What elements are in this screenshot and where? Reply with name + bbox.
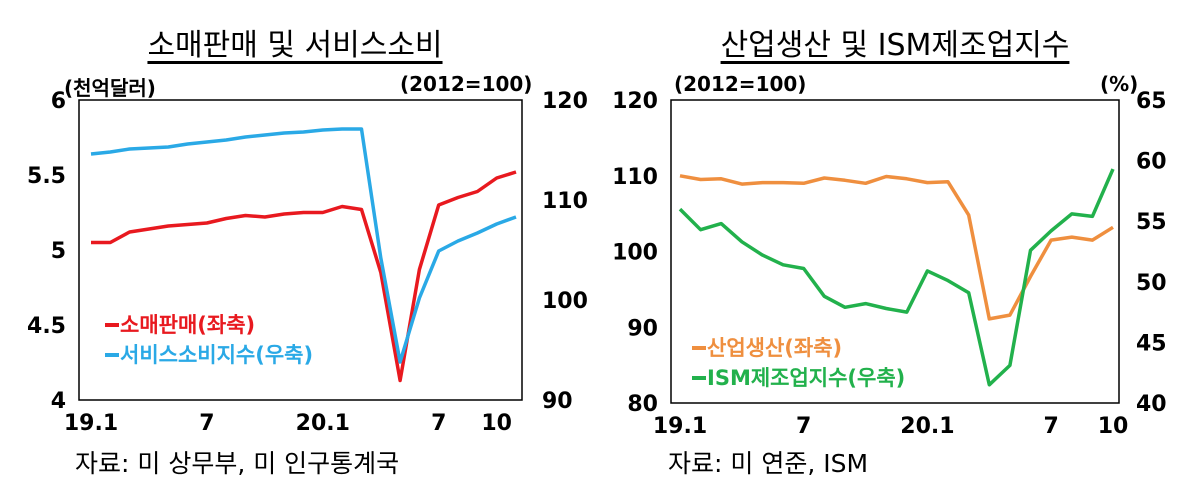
y-right-tick-label: 40	[1136, 392, 1167, 417]
y-left-tick-label: 120	[612, 89, 658, 114]
x-tick-label: 10	[481, 411, 512, 436]
plot-area	[670, 99, 1120, 404]
y-left-tick-label: 4	[51, 389, 66, 414]
x-tick-label: 10	[1098, 414, 1129, 439]
right-axis-unit: (2012=100)	[400, 72, 533, 96]
y-left-tick-label: 6	[51, 89, 66, 114]
series-line-0	[91, 170, 517, 383]
chart-title: 소매판매 및 서비스소비	[147, 28, 443, 63]
y-right-tick-label: 100	[542, 289, 588, 314]
right-axis-unit: (%)	[1100, 72, 1139, 96]
chart-title: 산업생산 및 ISM제조업지수	[720, 28, 1070, 63]
y-right-tick-label: 55	[1136, 210, 1167, 235]
series-line-1	[90, 127, 517, 364]
y-left-tick-label: 5.5	[27, 164, 66, 189]
x-tick-label: 7	[796, 414, 811, 439]
y-right-tick-label: 50	[1136, 271, 1167, 296]
left-axis-unit: (천억달러)	[64, 76, 156, 100]
legend-label: 산업생산(좌축)	[707, 336, 842, 360]
industrial-ism-chart: 120 110 100 90 80 65 60 55 50 45 40 19.1 7 20.1 7 10 산업생…	[612, 89, 1167, 439]
legend-label: 소매판매(좌축)	[120, 313, 255, 337]
plot-area	[78, 99, 523, 401]
y-left-tick-label: 5	[51, 239, 66, 264]
source-note: 자료: 미 상무부, 미 인구통계국	[75, 449, 400, 478]
retail-services-chart: 6 5.5 5 4.5 4 120 110 100 90 19.1 7 20.1 7 10 소매판매(좌축)…	[27, 89, 588, 436]
legend-label: 서비스소비지수(우축)	[120, 343, 313, 367]
y-left-tick-label: 80	[627, 392, 658, 417]
x-tick-label: 19.1	[653, 414, 707, 439]
y-left-tick-label: 110	[612, 165, 658, 190]
y-left-tick-label: 90	[627, 316, 658, 341]
series-line-1	[678, 168, 1115, 387]
x-tick-label: 19.1	[64, 411, 118, 436]
source-note: 자료: 미 연준, ISM	[668, 449, 869, 478]
x-tick-label: 7	[1043, 414, 1058, 439]
x-tick-label: 20.1	[900, 414, 954, 439]
y-right-tick-label: 60	[1136, 150, 1167, 175]
y-right-tick-label: 45	[1136, 331, 1167, 356]
y-left-tick-label: 100	[612, 241, 658, 266]
y-left-tick-label: 4.5	[27, 314, 66, 339]
y-right-tick-label: 90	[542, 389, 573, 414]
retail-services-panel: 소매판매 및 서비스소비 (천억달러) (2012=100) 6 5.5 5 4.5 4…	[0, 0, 590, 501]
industrial-ism-panel: 산업생산 및 ISM제조업지수 (2012=100) (%) 120 110 100…	[600, 0, 1190, 501]
series-line-0	[679, 174, 1114, 321]
y-right-tick-label: 65	[1136, 89, 1167, 114]
x-tick-label: 20.1	[296, 411, 350, 436]
left-axis-unit: (2012=100)	[674, 72, 807, 96]
y-right-tick-label: 120	[542, 89, 588, 114]
x-tick-label: 7	[199, 411, 214, 436]
x-tick-label: 7	[431, 411, 446, 436]
legend-label: ISM제조업지수(우축)	[707, 366, 905, 390]
y-right-tick-label: 110	[542, 189, 588, 214]
